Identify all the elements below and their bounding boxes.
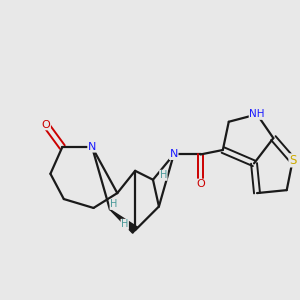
Text: N: N [169,149,178,160]
Text: N: N [88,142,96,152]
Text: O: O [42,120,50,130]
Text: S: S [289,154,296,167]
Text: H: H [121,219,128,229]
Text: NH: NH [249,109,265,119]
Text: O: O [196,179,205,189]
Text: H: H [110,200,117,209]
Text: H: H [160,170,167,180]
Polygon shape [110,209,138,233]
